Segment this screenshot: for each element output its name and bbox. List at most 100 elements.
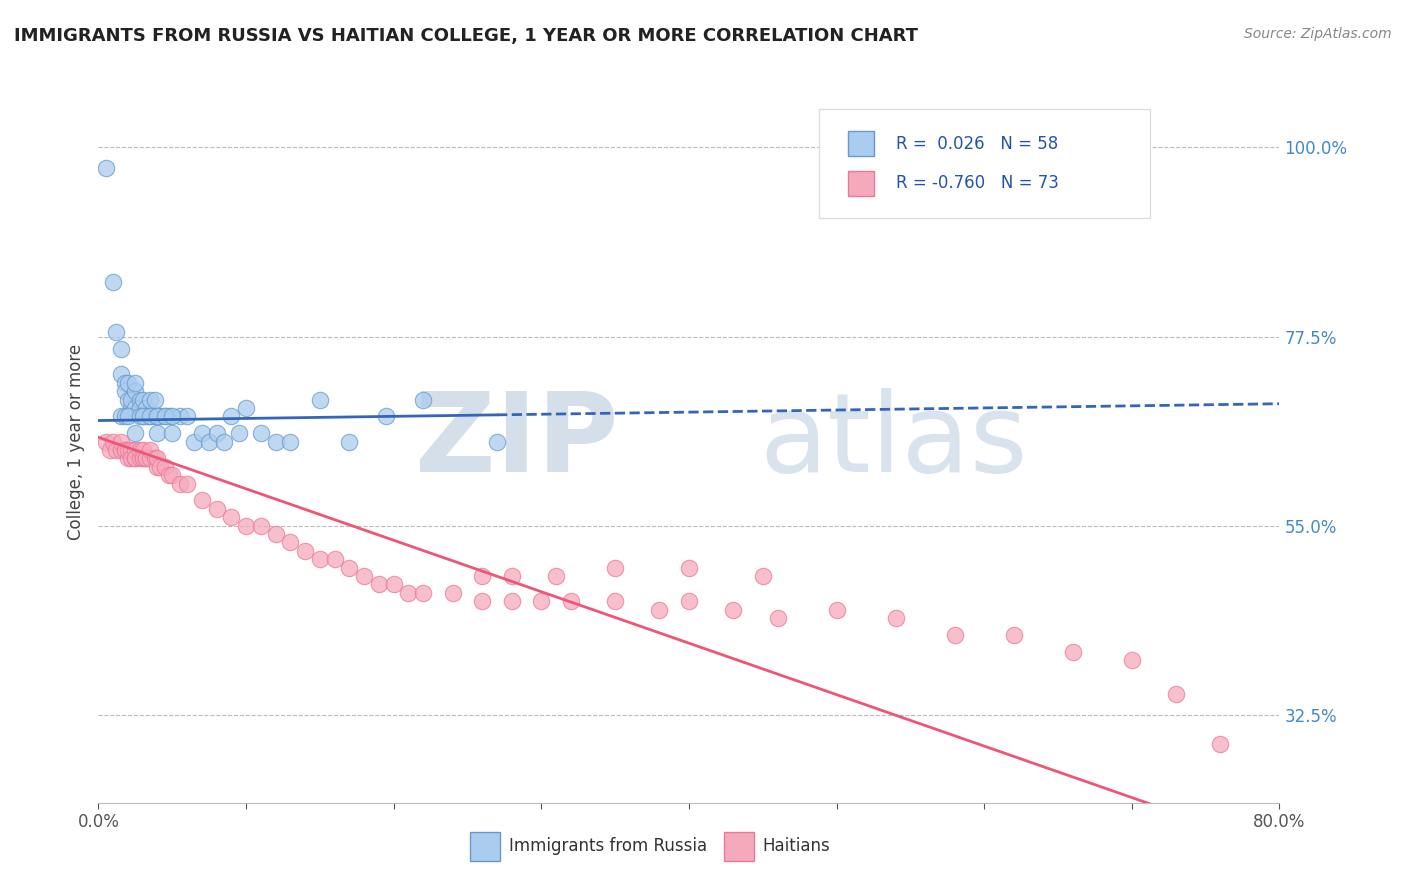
Point <box>132 451 155 466</box>
Point <box>146 451 169 466</box>
Point <box>132 409 155 424</box>
Point <box>264 434 287 449</box>
Point <box>648 602 671 616</box>
Point <box>198 434 221 449</box>
Point <box>146 426 169 441</box>
Point <box>250 518 273 533</box>
Point <box>132 442 155 457</box>
Point <box>471 594 494 608</box>
Point <box>120 392 142 407</box>
Point <box>128 401 150 415</box>
Point <box>128 392 150 407</box>
Point <box>117 451 139 466</box>
Point <box>120 401 142 415</box>
Point <box>235 401 257 415</box>
Point <box>132 451 155 466</box>
Point <box>124 384 146 398</box>
Text: Haitians: Haitians <box>762 838 830 855</box>
Point <box>221 409 243 424</box>
Point <box>114 442 136 457</box>
Point <box>110 368 132 382</box>
Point <box>1062 644 1084 658</box>
Point <box>117 392 139 407</box>
Point <box>124 426 146 441</box>
Point <box>176 409 198 424</box>
Text: R = -0.760   N = 73: R = -0.760 N = 73 <box>896 174 1059 192</box>
Point <box>114 384 136 398</box>
Point <box>153 459 176 474</box>
Point <box>124 442 146 457</box>
Point <box>169 476 191 491</box>
Point <box>723 602 745 616</box>
Point <box>678 560 700 574</box>
Point <box>441 586 464 600</box>
Point <box>501 569 523 583</box>
Text: Source: ZipAtlas.com: Source: ZipAtlas.com <box>1244 27 1392 41</box>
Point <box>250 426 273 441</box>
Point <box>149 409 172 424</box>
Point <box>128 409 150 424</box>
Point <box>135 401 157 415</box>
Point <box>94 161 117 176</box>
Point <box>135 451 157 466</box>
Point <box>117 442 139 457</box>
Point <box>486 434 509 449</box>
Point <box>294 543 316 558</box>
Point <box>124 401 146 415</box>
Point <box>139 442 162 457</box>
Point <box>157 468 180 483</box>
Point <box>264 527 287 541</box>
Point <box>143 451 166 466</box>
Point <box>368 577 391 591</box>
Point <box>766 611 789 625</box>
Point <box>176 476 198 491</box>
Point <box>530 594 553 608</box>
Point <box>146 409 169 424</box>
Point <box>678 594 700 608</box>
Point <box>605 560 627 574</box>
Point <box>103 275 125 289</box>
Point <box>375 409 398 424</box>
Point <box>1166 687 1188 701</box>
Point <box>120 451 142 466</box>
Point <box>149 459 172 474</box>
Point <box>280 434 302 449</box>
Point <box>103 434 125 449</box>
Point <box>280 535 302 549</box>
Point <box>339 434 361 449</box>
FancyBboxPatch shape <box>848 131 875 156</box>
FancyBboxPatch shape <box>471 831 501 861</box>
Point <box>501 594 523 608</box>
Point <box>110 442 132 457</box>
Point <box>162 468 183 483</box>
Point <box>94 434 117 449</box>
Point <box>143 392 166 407</box>
Point <box>471 569 494 583</box>
Point <box>114 442 136 457</box>
Point <box>191 426 214 441</box>
Point <box>943 628 966 642</box>
Point <box>162 426 183 441</box>
Point <box>412 392 434 407</box>
Point <box>228 426 250 441</box>
Point <box>124 451 146 466</box>
Point <box>110 434 132 449</box>
Point <box>105 442 128 457</box>
Point <box>162 409 183 424</box>
Point <box>110 409 132 424</box>
Point <box>560 594 582 608</box>
Point <box>110 342 132 356</box>
Point <box>339 560 361 574</box>
Point <box>221 510 243 524</box>
FancyBboxPatch shape <box>848 170 875 196</box>
Point <box>114 409 136 424</box>
Point <box>191 493 214 508</box>
Point <box>128 451 150 466</box>
Point <box>546 569 568 583</box>
Point <box>382 577 405 591</box>
Point <box>117 409 139 424</box>
Point <box>105 326 128 340</box>
Point <box>605 594 627 608</box>
Point <box>153 409 176 424</box>
Point <box>1209 737 1232 751</box>
